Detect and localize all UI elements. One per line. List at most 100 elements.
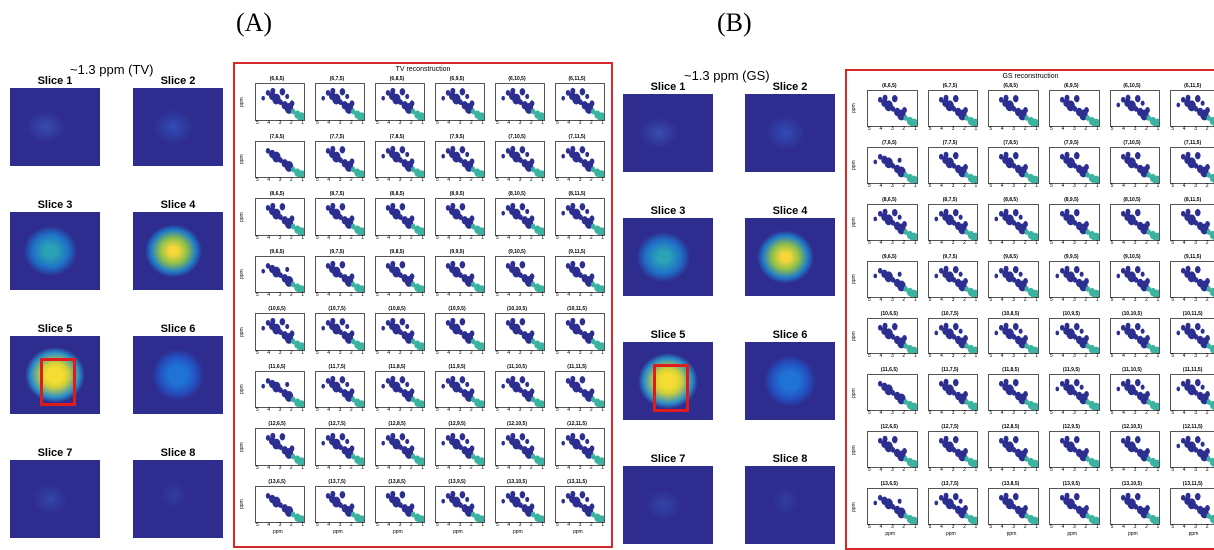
spectral-peak [513, 154, 518, 161]
spectrum-cell: (13,7,5) 5 4 3 2 1 ppm [920, 481, 981, 538]
spectral-peak [285, 381, 290, 387]
cell-label: (8,9,5) [1064, 196, 1079, 203]
spectral-peak [579, 375, 586, 383]
x-tick-label: 5 [928, 182, 932, 189]
x-tick-label: 2 [1084, 296, 1088, 303]
x-tick-label: 5 [556, 349, 559, 356]
spectral-peak [943, 492, 949, 500]
spectral-peak [273, 212, 278, 218]
spectral-peak [585, 438, 590, 445]
x-tick-label: 3 [398, 177, 402, 183]
spectral-peak [453, 384, 458, 391]
spectral-peak [1125, 208, 1131, 215]
spectral-peak [1031, 175, 1038, 183]
slice-title: Slice 2 [772, 81, 808, 93]
spectral-peak [1200, 100, 1205, 106]
x-tick-label: 3 [518, 292, 522, 298]
cell-label: (10,6,5) [880, 310, 898, 317]
cosy-spectrum-plot [988, 146, 1039, 184]
spectral-peak [1144, 220, 1150, 228]
selected-voxel-highlight [653, 364, 689, 412]
cell-label: (11,6,5) [880, 367, 898, 374]
spectral-peak [1146, 513, 1151, 520]
spectral-peak [952, 151, 959, 160]
x-tick-label: 5 [1050, 296, 1053, 303]
cosy-spectrum-plot [435, 313, 485, 351]
spectral-peak [357, 169, 364, 178]
spectral-peak [1134, 322, 1141, 330]
spectral-peak [390, 490, 396, 497]
spectral-peak [333, 97, 338, 103]
spectral-peak [1084, 505, 1089, 512]
spectral-peak [578, 271, 583, 278]
x-tick-label: 2 [1145, 353, 1148, 360]
slice-6: Slice 6 [745, 328, 835, 420]
x-axis-label: ppm [945, 531, 956, 537]
spectral-peak [411, 223, 416, 230]
spectral-peak [270, 317, 276, 325]
x-tick-label: 1 [481, 349, 484, 356]
cell-label: (6,9,5) [449, 76, 465, 82]
spectral-peak [1195, 436, 1201, 444]
spectral-peak [529, 502, 535, 510]
x-tick-label: 2 [409, 407, 413, 413]
spectral-peak [325, 205, 331, 211]
spectral-peak [330, 87, 336, 95]
spectral-peak [265, 320, 271, 326]
slice-6: Slice 6 [133, 322, 223, 414]
cell-label: (11,10,5) [507, 363, 527, 370]
x-tick-label: 3 [1012, 467, 1016, 474]
x-tick-label: 4 [1061, 182, 1065, 189]
x-tick-label: 4 [1182, 296, 1186, 303]
spectral-peak [999, 210, 1004, 217]
spectral-peak [409, 215, 415, 222]
spectral-peak [970, 516, 978, 525]
spectral-peak [381, 325, 385, 331]
spectral-peak [450, 87, 456, 95]
x-tick-label: 3 [338, 292, 342, 298]
y-axis-label: ppm [239, 212, 245, 222]
spectrum-cell: (6,7,5) 5 4 3 2 1 [307, 76, 367, 134]
spectrum-cell: (6,8,5) 5 4 3 2 1 [367, 76, 427, 134]
x-tick-label: 3 [1012, 410, 1016, 417]
spectral-peak [1013, 95, 1019, 103]
spectral-peak [589, 330, 595, 337]
spectral-peak [1181, 381, 1186, 387]
spectral-peak [409, 272, 415, 280]
spectral-peak [537, 169, 544, 178]
slice-3: Slice 3 [623, 204, 713, 296]
spectral-peak [873, 273, 878, 278]
spectral-peak [1084, 391, 1089, 398]
slice-4: Slice 4 [745, 204, 835, 296]
x-tick-label: 4 [1061, 239, 1065, 246]
x-tick-label: 2 [349, 292, 353, 298]
spectral-peak [1055, 386, 1060, 392]
spectral-peak [1195, 95, 1201, 103]
x-tick-label: 3 [1133, 524, 1137, 530]
spectral-peak [1055, 330, 1060, 335]
spectral-peak [339, 318, 346, 326]
spectral-peak [393, 442, 398, 448]
spectral-peak [1031, 232, 1038, 240]
spectrum-cell: (7,8,5) 5 4 3 2 1 [980, 140, 1041, 197]
x-tick-label: 2 [902, 182, 906, 189]
spectral-peak [1185, 379, 1191, 386]
spectral-peak [349, 502, 355, 510]
spectral-peak [1073, 322, 1080, 330]
spectral-peak [445, 377, 451, 384]
slice-7: Slice 7 [10, 446, 100, 538]
spectral-peak [964, 172, 969, 178]
cosy-spectrum-plot [435, 83, 485, 121]
spectral-peak [1006, 445, 1011, 451]
spectral-peak [1073, 436, 1080, 444]
cell-label: (13,9,5) [1062, 481, 1080, 488]
spectral-peak [565, 90, 571, 96]
